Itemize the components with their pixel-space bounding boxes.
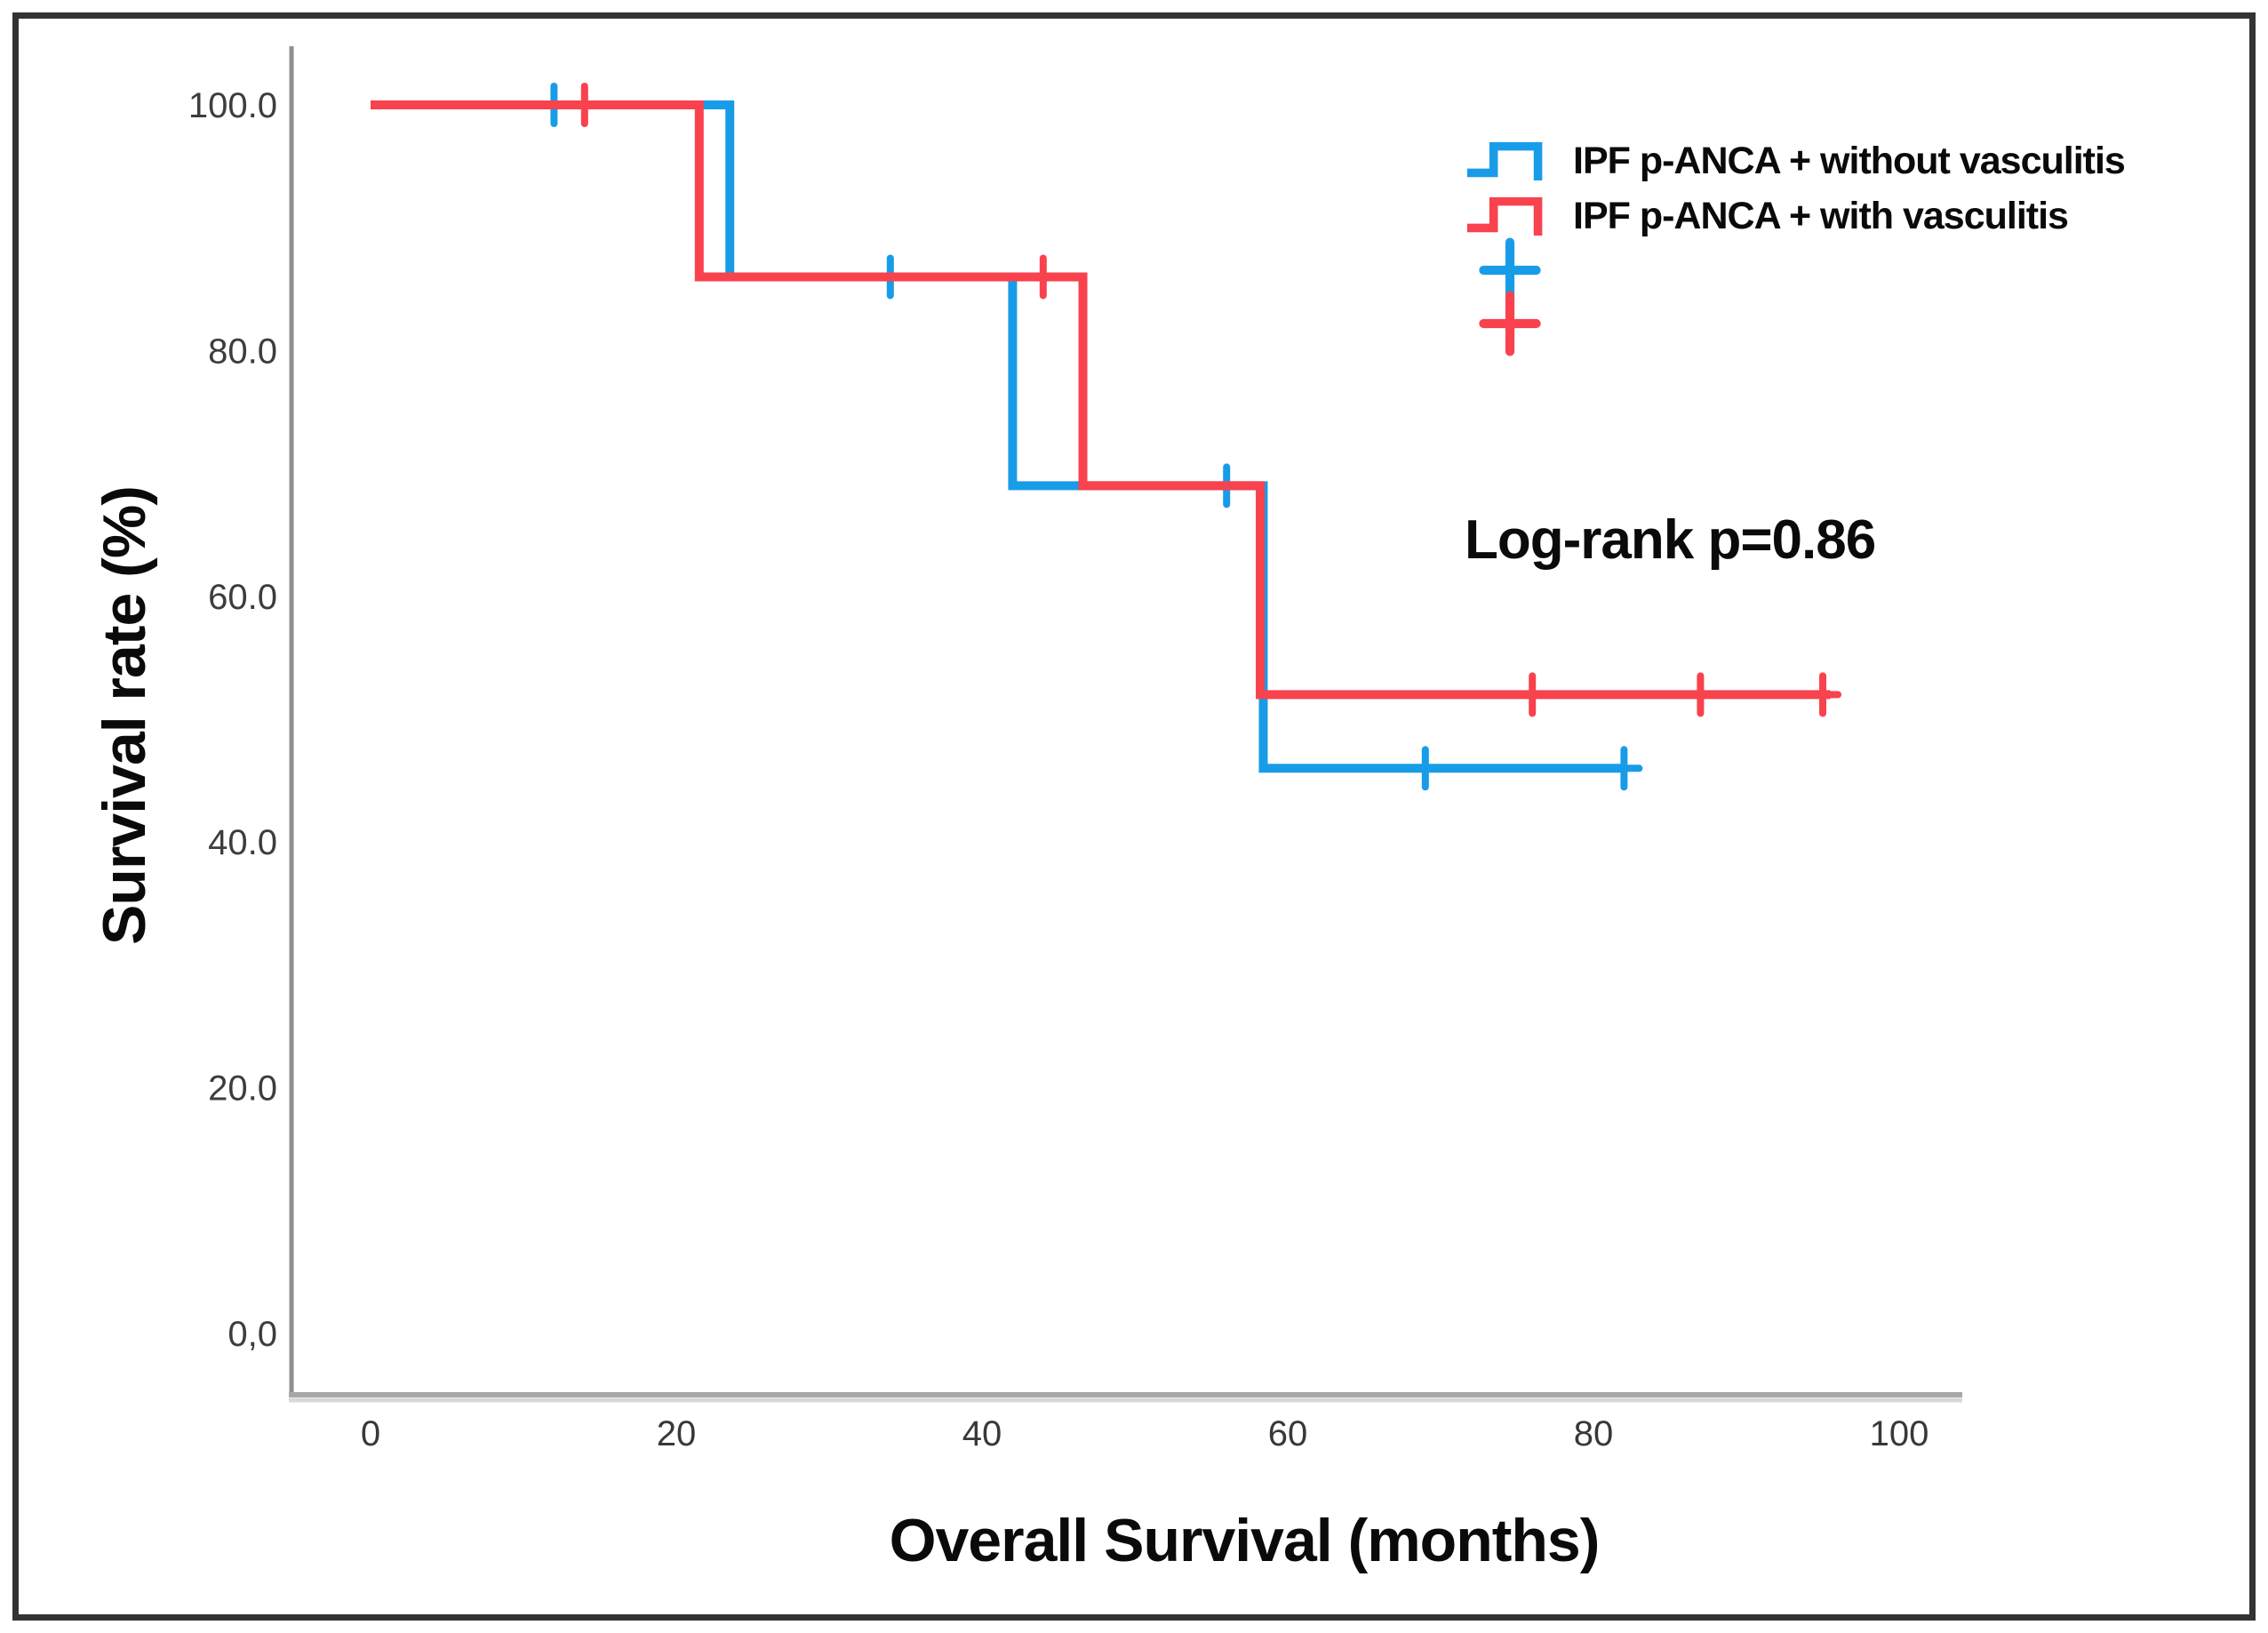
y-axis-title: Survival rate (%) bbox=[91, 486, 158, 945]
legend: IPF p-ANCA + without vasculitis IPF p-AN… bbox=[1465, 133, 2126, 356]
legend-row-without-vasculitis: IPF p-ANCA + without vasculitis bbox=[1465, 133, 2126, 188]
x-axis-title: Overall Survival (months) bbox=[889, 1507, 1601, 1574]
survival-curve-1 bbox=[371, 100, 1831, 700]
legend-row-censor-blue bbox=[1465, 237, 2125, 303]
legend-label-without-vasculitis: IPF p-ANCA + without vasculitis bbox=[1573, 139, 2126, 182]
y-tick-label: 40.0 bbox=[208, 823, 277, 862]
figure-border bbox=[12, 12, 2256, 1621]
legend-label-with-vasculitis: IPF p-ANCA + with vasculitis bbox=[1573, 194, 2069, 237]
y-tick-label: 100.0 bbox=[188, 86, 277, 125]
x-tick-label: 60 bbox=[1268, 1414, 1308, 1453]
x-tick-label: 80 bbox=[1574, 1414, 1614, 1453]
y-tick-label: 20.0 bbox=[208, 1069, 277, 1109]
censor-plus-icon bbox=[1479, 237, 1541, 303]
step-line-swatch-red bbox=[1466, 196, 1543, 236]
legend-row-with-vasculitis: IPF p-ANCA + with vasculitis bbox=[1465, 188, 2125, 244]
y-tick-label: 0,0 bbox=[228, 1315, 277, 1354]
log-rank-annotation: Log-rank p=0.86 bbox=[1465, 509, 1876, 571]
x-tick-label: 40 bbox=[962, 1414, 1002, 1453]
censor-plus-icon bbox=[1479, 291, 1541, 356]
step-line-swatch-blue bbox=[1466, 141, 1543, 181]
survival-curve-0 bbox=[371, 100, 1625, 773]
legend-row-censor-red bbox=[1465, 291, 2125, 356]
x-tick-label: 0 bbox=[361, 1414, 380, 1453]
y-tick-label: 60.0 bbox=[208, 578, 277, 617]
y-tick-label: 80.0 bbox=[208, 332, 277, 371]
x-tick-label: 20 bbox=[657, 1414, 697, 1453]
x-tick-label: 100 bbox=[1870, 1414, 1929, 1453]
